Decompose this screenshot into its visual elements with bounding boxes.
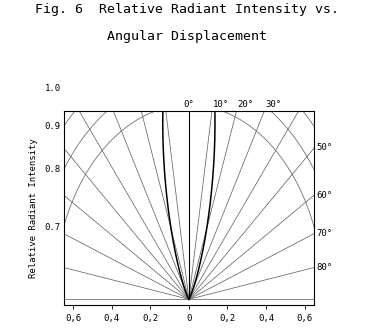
Text: 20°: 20°: [237, 100, 254, 109]
Text: 1.0: 1.0: [45, 84, 61, 93]
Text: 50°: 50°: [316, 143, 332, 152]
Text: 0.9: 0.9: [45, 122, 61, 131]
Text: Angular Displacement: Angular Displacement: [107, 30, 267, 43]
Text: 10°: 10°: [213, 100, 229, 109]
Text: 0.7: 0.7: [45, 223, 61, 232]
Text: 70°: 70°: [316, 229, 332, 238]
Text: 0°: 0°: [184, 100, 194, 109]
Text: Relative Radiant Intensity: Relative Radiant Intensity: [29, 138, 38, 278]
Text: Fig. 6  Relative Radiant Intensity vs.: Fig. 6 Relative Radiant Intensity vs.: [35, 3, 339, 16]
Text: 0.8: 0.8: [45, 165, 61, 174]
Text: 60°: 60°: [316, 191, 332, 200]
Text: 30°: 30°: [266, 100, 282, 109]
Text: 80°: 80°: [316, 263, 332, 272]
